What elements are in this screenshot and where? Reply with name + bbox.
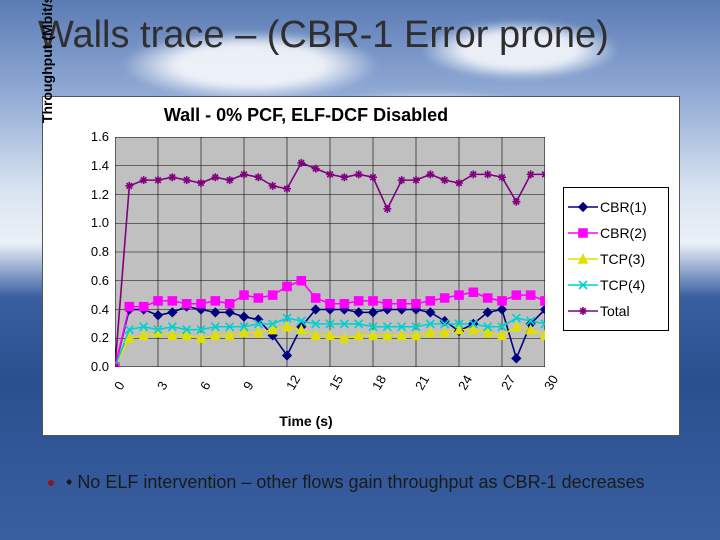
slide: Walls trace – (CBR-1 Error prone) Wall -… (0, 0, 720, 540)
legend: CBR(1) CBR(2) TCP(3) TCP(4) Total (563, 187, 669, 331)
x-axis-label: Time (s) (43, 413, 569, 429)
legend-item: CBR(2) (568, 220, 664, 246)
chart-container: Wall - 0% PCF, ELF-DCF Disabled Throughp… (42, 96, 680, 436)
legend-label: TCP(3) (600, 251, 645, 267)
legend-label: TCP(4) (600, 277, 645, 293)
chart-title: Wall - 0% PCF, ELF-DCF Disabled (43, 105, 569, 126)
legend-label: CBR(2) (600, 225, 647, 241)
y-axis-label: Throughput (Mbit/s) (39, 0, 55, 167)
bullet-label: No ELF intervention – other flows gain t… (77, 472, 644, 492)
legend-item: CBR(1) (568, 194, 664, 220)
slide-title: Walls trace – (CBR-1 Error prone) (38, 14, 609, 57)
legend-item: TCP(4) (568, 272, 664, 298)
legend-label: Total (600, 303, 630, 319)
bullet-icon (48, 480, 54, 486)
plot-area (115, 137, 545, 367)
legend-item: TCP(3) (568, 246, 664, 272)
legend-label: CBR(1) (600, 199, 647, 215)
bullet-text: • No ELF intervention – other flows gain… (66, 472, 645, 493)
legend-item: Total (568, 298, 664, 324)
